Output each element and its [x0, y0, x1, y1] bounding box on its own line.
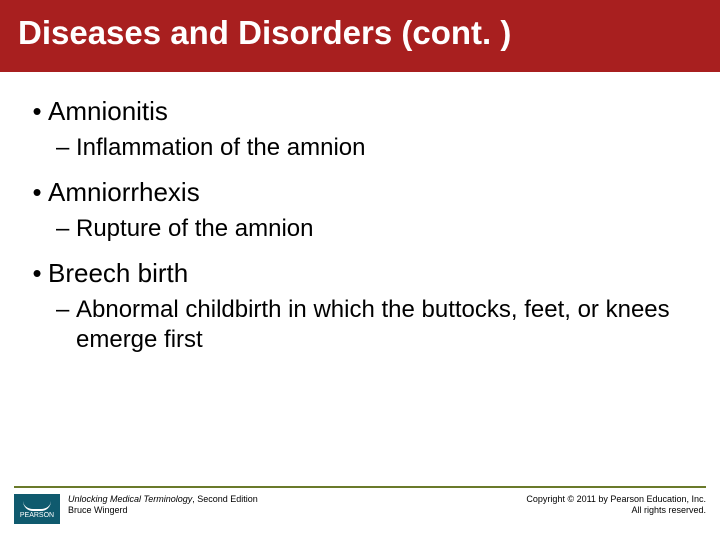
- title-bar: Diseases and Disorders (cont. ): [0, 0, 720, 72]
- term-row: • Breech birth: [26, 258, 694, 289]
- term-label: Amnionitis: [48, 96, 694, 127]
- definition-row: – Rupture of the amnion: [56, 214, 694, 244]
- bullet-icon: •: [26, 177, 48, 208]
- logo-text: PEARSON: [20, 512, 54, 519]
- term-block: • Breech birth – Abnormal childbirth in …: [26, 258, 694, 355]
- book-info: Unlocking Medical Terminology, Second Ed…: [68, 494, 258, 517]
- bullet-icon: •: [26, 96, 48, 127]
- term-label: Breech birth: [48, 258, 694, 289]
- footer: PEARSON Unlocking Medical Terminology, S…: [0, 486, 720, 524]
- book-edition: , Second Edition: [192, 494, 258, 504]
- content-area: • Amnionitis – Inflammation of the amnio…: [0, 72, 720, 355]
- footer-row: PEARSON Unlocking Medical Terminology, S…: [14, 494, 706, 524]
- bullet-icon: •: [26, 258, 48, 289]
- footer-divider: [14, 486, 706, 488]
- term-row: • Amniorrhexis: [26, 177, 694, 208]
- footer-left: PEARSON Unlocking Medical Terminology, S…: [14, 494, 258, 524]
- copyright-line-1: Copyright © 2011 by Pearson Education, I…: [526, 494, 706, 505]
- copyright-line-2: All rights reserved.: [526, 505, 706, 516]
- dash-icon: –: [56, 134, 76, 162]
- definition-text: Abnormal childbirth in which the buttock…: [76, 295, 694, 355]
- publisher-logo: PEARSON: [14, 494, 60, 524]
- slide-title: Diseases and Disorders (cont. ): [18, 14, 511, 51]
- definition-text: Rupture of the amnion: [76, 214, 694, 244]
- author-name: Bruce Wingerd: [68, 505, 258, 516]
- term-row: • Amnionitis: [26, 96, 694, 127]
- definition-text: Inflammation of the amnion: [76, 133, 694, 163]
- dash-icon: –: [56, 296, 76, 324]
- definition-row: – Inflammation of the amnion: [56, 133, 694, 163]
- term-label: Amniorrhexis: [48, 177, 694, 208]
- term-block: • Amnionitis – Inflammation of the amnio…: [26, 96, 694, 163]
- term-block: • Amniorrhexis – Rupture of the amnion: [26, 177, 694, 244]
- definition-row: – Abnormal childbirth in which the butto…: [56, 295, 694, 355]
- book-title: Unlocking Medical Terminology: [68, 494, 192, 504]
- dash-icon: –: [56, 215, 76, 243]
- footer-right: Copyright © 2011 by Pearson Education, I…: [526, 494, 706, 517]
- logo-swoosh-icon: [23, 501, 51, 511]
